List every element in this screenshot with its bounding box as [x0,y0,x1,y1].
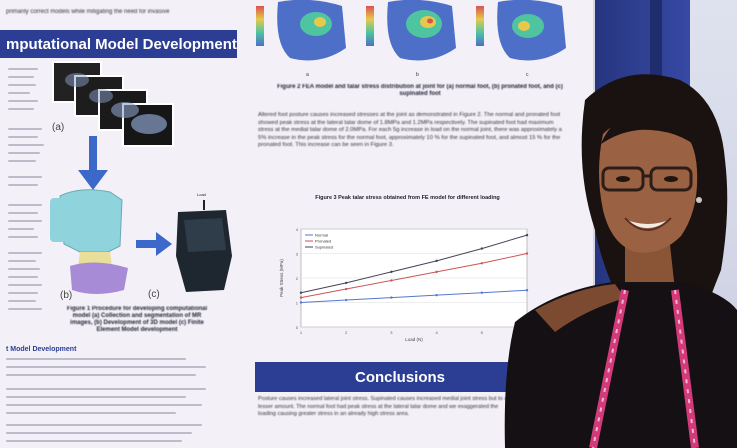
data-point-pronated [390,279,393,282]
figure1-mri-stack [52,61,174,147]
data-point-normal [390,296,393,299]
data-point-pronated [345,287,348,291]
figure2-stress-distribution: a b c [256,0,566,78]
conclusions-title: Conclusions [354,368,445,386]
data-point-normal [480,291,483,294]
data-point-pronated [299,296,303,299]
presenter-person [504,74,737,448]
chart-title: Figure 3 Peak talar stress obtained from… [315,195,500,201]
series-line-normal [300,289,528,303]
stress-map-pronated: b [366,0,456,78]
stress-map-supinated: c [476,0,566,78]
y-tick-label: 1 [296,301,299,306]
data-point-supinated [299,291,303,294]
fig1-label-a: (a) [52,122,65,133]
data-point-supinated [390,270,393,274]
svg-text:a: a [306,72,309,78]
data-point-supinated [435,259,438,263]
data-point-pronated [435,270,438,274]
section-heading-conclusions: Conclusions [255,362,545,392]
left-bottom-heading: t Model Development [6,346,77,353]
series-line-supinated [300,234,528,294]
data-point-normal [435,293,438,297]
presenter-neck [625,245,675,292]
fig1-label-b: (b) [60,290,73,301]
figure1-caption: Figure 1 Procedure for developing comput… [66,306,208,333]
legend-label: Pronated [315,239,331,244]
results-paragraph: Altered foot posture causes increased st… [258,112,562,149]
figure1-fe-model [176,200,232,292]
x-tick-label: 5 [481,330,484,335]
y-tick-label: 4 [296,227,299,232]
svg-text:c: c [526,72,529,78]
data-point-supinated [345,281,348,285]
down-arrow [78,136,108,190]
top-text-fragment: primarily correct models while mitigatin… [6,9,170,15]
data-point-pronated [525,252,529,255]
section-heading-model-development: mputational Model Development [0,30,237,58]
data-point-supinated [525,233,529,237]
y-tick-label: 0 [296,325,299,330]
research-poster: primarily correct models while mitigatin… [0,0,595,448]
fig1-load-label: Load [197,192,206,197]
presenter-glasses [601,166,693,192]
legend-label: Normal [315,233,328,238]
presenter-face [599,116,698,253]
presenter-smile [627,220,669,228]
x-axis-label: Load (N) [405,337,423,342]
right-arrow [136,232,172,256]
series-line-pronated [300,253,528,299]
y-axis-label: Peak Stress (MPa) [279,259,284,297]
x-tick-label: 4 [435,330,438,335]
figure3-chart: Figure 3 Peak talar stress obtained from… [275,195,540,360]
x-tick-label: 2 [345,330,348,335]
data-point-normal [345,298,348,302]
y-tick-label: 3 [296,252,299,257]
data-point-pronated [480,262,483,265]
x-tick-label: 1 [300,330,303,335]
figure2-caption: Figure 2 FEA model and talar stress dist… [277,84,563,97]
fig1-label-c: (c) [148,289,160,300]
y-tick-label: 2 [296,276,299,281]
svg-text:b: b [416,72,419,78]
x-tick-label: 3 [390,330,393,335]
legend-label: Supinated [315,245,333,250]
figure1-3d-bone-model [50,189,128,294]
stress-map-normal: a [256,0,346,78]
chart-svg: 01234123456Load (N)Peak Stress (MPa)Norm… [279,227,529,342]
data-point-normal [525,289,529,292]
conclusions-text: Posture causes increased lateral joint s… [258,396,508,417]
data-point-normal [299,301,303,304]
section-heading-text: mputational Model Development [6,35,237,53]
data-point-supinated [480,247,483,250]
